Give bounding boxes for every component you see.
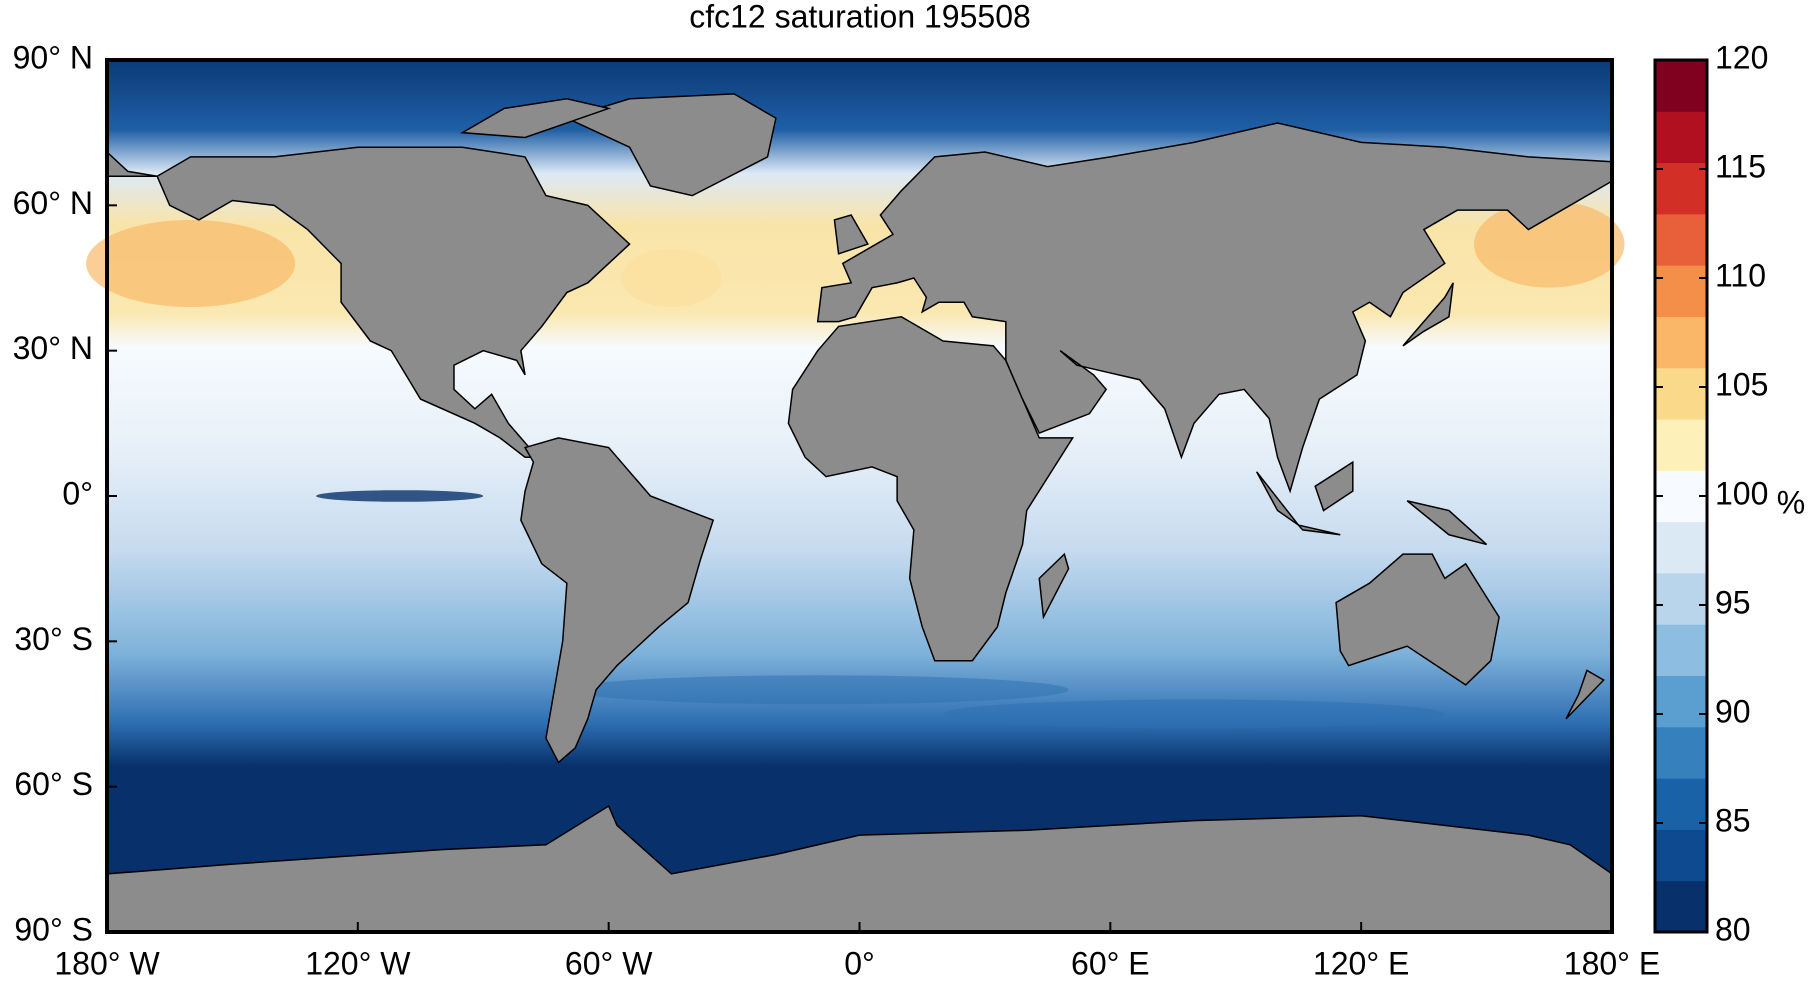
lat-tick-label: 0° bbox=[62, 475, 93, 511]
lat-tick-label: 60° N bbox=[13, 185, 93, 221]
lon-tick-label: 180° E bbox=[1564, 945, 1660, 981]
colorbar-segment bbox=[1655, 316, 1707, 369]
lon-tick-label: 180° W bbox=[54, 945, 160, 981]
colorbar-tick-label: 90 bbox=[1715, 693, 1751, 729]
lat-tick-label: 90° N bbox=[13, 39, 93, 75]
colorbar-segment bbox=[1655, 419, 1707, 471]
lat-tick-label: 60° S bbox=[14, 766, 93, 802]
land bbox=[787, 315, 1075, 662]
colorbar-segment bbox=[1655, 778, 1707, 830]
colorbar-segment bbox=[1655, 367, 1707, 420]
colorbar-segment bbox=[1655, 60, 1707, 112]
land bbox=[1038, 552, 1070, 620]
lon-tick-label: 120° E bbox=[1313, 945, 1409, 981]
land bbox=[1565, 669, 1605, 720]
colorbar-segment bbox=[1655, 675, 1707, 728]
colorbar-tick-label: 80 bbox=[1715, 911, 1751, 947]
land bbox=[1402, 282, 1454, 347]
colorbar-segment bbox=[1655, 829, 1707, 882]
lon-tick-label: 60° W bbox=[565, 945, 653, 981]
lon-tick-label: 120° W bbox=[305, 945, 411, 981]
land bbox=[833, 214, 869, 255]
lat-tick-label: 30° S bbox=[14, 621, 93, 657]
colorbar-tick-label: 85 bbox=[1715, 802, 1751, 838]
colorbar-segment bbox=[1655, 470, 1707, 523]
colorbar-segment bbox=[1655, 624, 1707, 677]
lon-tick-label: 0° bbox=[844, 945, 875, 981]
land bbox=[1255, 471, 1300, 526]
lat-tick-label: 30° N bbox=[13, 330, 93, 366]
warm-patch bbox=[86, 219, 296, 308]
colorbar-tick-label: 95 bbox=[1715, 584, 1751, 620]
map-title: cfc12 saturation 195508 bbox=[689, 0, 1031, 34]
land bbox=[459, 97, 612, 139]
land bbox=[1335, 553, 1500, 686]
land bbox=[156, 146, 631, 458]
warm-patch bbox=[1474, 200, 1625, 288]
map bbox=[86, 58, 1625, 934]
colorbar-segment bbox=[1655, 521, 1707, 574]
colorbar-segment bbox=[1655, 726, 1707, 779]
cold-band bbox=[566, 675, 1069, 705]
warm-patch bbox=[621, 248, 722, 308]
cold-tongue bbox=[316, 490, 484, 502]
colorbar-tick-label: 100 bbox=[1715, 475, 1768, 511]
land bbox=[816, 122, 1613, 494]
colorbar-segment bbox=[1655, 880, 1707, 933]
colorbar-segment bbox=[1655, 162, 1707, 215]
colorbar-segment bbox=[1655, 111, 1707, 164]
colorbar-segment bbox=[1655, 265, 1707, 317]
colorbar-tick-label: 120 bbox=[1715, 39, 1768, 75]
cold-band bbox=[943, 699, 1445, 729]
colorbar-label: % bbox=[1777, 484, 1805, 520]
land bbox=[1314, 460, 1354, 512]
colorbar-segment bbox=[1655, 213, 1707, 266]
colorbar-tick-label: 105 bbox=[1715, 366, 1768, 402]
colorbar-tick-label: 115 bbox=[1715, 148, 1766, 184]
land bbox=[520, 437, 715, 764]
lon-tick-label: 60° E bbox=[1071, 945, 1150, 981]
land bbox=[1296, 523, 1341, 536]
land bbox=[564, 93, 777, 197]
colorbar-segment bbox=[1655, 572, 1707, 625]
colorbar bbox=[1653, 58, 1709, 934]
colorbar-tick-label: 110 bbox=[1715, 257, 1766, 293]
land bbox=[1406, 500, 1488, 546]
lat-tick-label: 90° S bbox=[14, 911, 93, 947]
